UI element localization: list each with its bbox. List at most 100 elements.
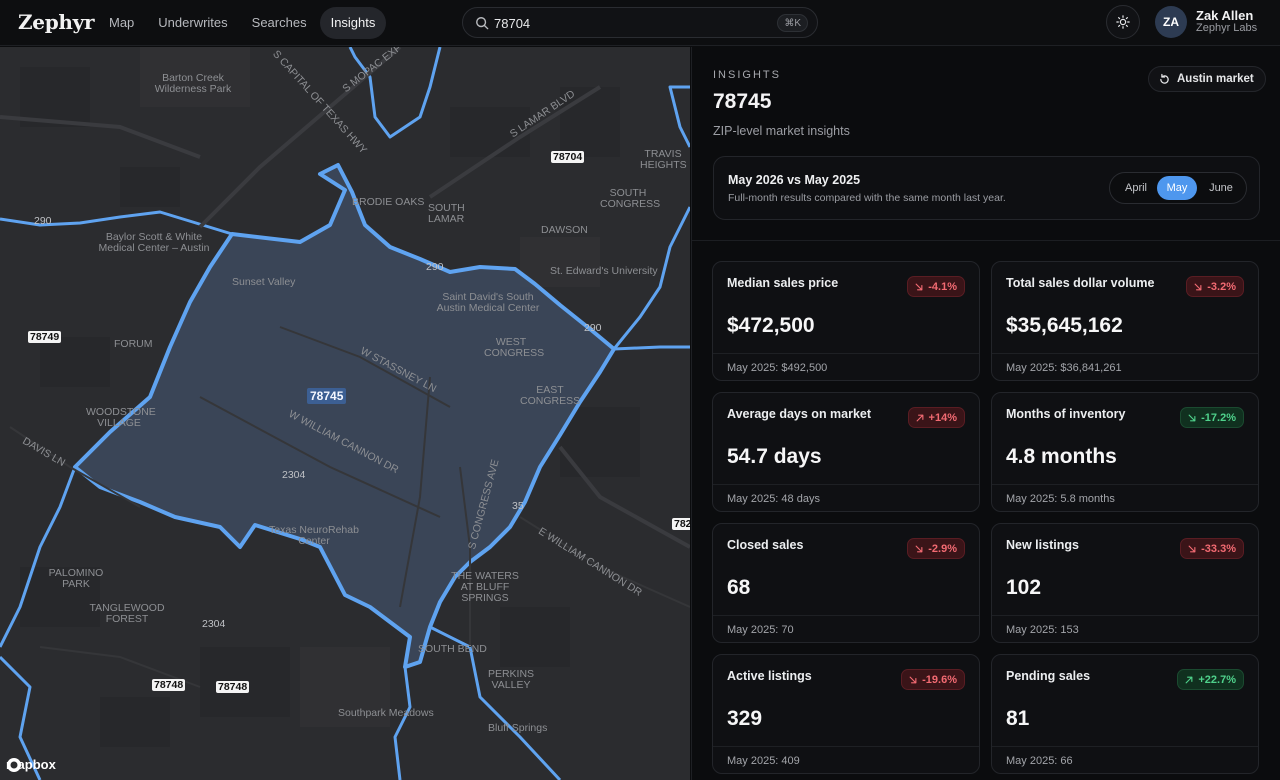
metric-card-new-listings[interactable]: New listings -33.3% 102 May 2025: 153 <box>991 523 1259 643</box>
metric-label: Closed sales <box>727 538 804 552</box>
metric-label: Active listings <box>727 669 812 683</box>
top-bar: Zephyr Map Underwrites Searches Insights… <box>0 0 1280 46</box>
change-badge: -17.2% <box>1180 407 1244 428</box>
metric-label: Pending sales <box>1006 669 1091 683</box>
arrow-up-right-icon <box>1185 676 1193 683</box>
metric-footer: May 2025: 409 <box>713 746 979 773</box>
month-april[interactable]: April <box>1124 182 1147 194</box>
map-place-label: THE WATERS AT BLUFF SPRINGS <box>451 570 519 604</box>
nav-underwrites[interactable]: Underwrites <box>158 15 228 30</box>
month-june[interactable]: June <box>1209 182 1233 194</box>
zip-label[interactable]: 78748 <box>216 681 250 693</box>
map-place-label: Baylor Scott & White Medical Center – Au… <box>98 231 210 254</box>
change-value: -2.9% <box>928 542 957 555</box>
metric-footer: May 2025: 66 <box>992 746 1258 773</box>
prior-period-value: May 2025: $36,841,261 <box>1006 362 1122 374</box>
metric-footer: May 2025: 153 <box>992 615 1258 642</box>
metric-value: 54.7 days <box>727 445 822 468</box>
metric-value: 329 <box>727 707 763 730</box>
mapbox-icon <box>7 758 21 772</box>
metric-card-active-listings[interactable]: Active listings -19.6% 329 May 2025: 409 <box>712 654 980 774</box>
search-icon <box>476 17 489 30</box>
comparison-description: Full-month results compared with the sam… <box>728 192 1006 204</box>
metric-value: 68 <box>727 576 751 599</box>
change-badge: +14% <box>907 407 965 428</box>
map-place-label: EAST CONGRESS <box>520 384 581 407</box>
theme-toggle-button[interactable] <box>1106 5 1140 39</box>
zip-label[interactable]: 78704 <box>551 151 585 163</box>
main-nav: Map Underwrites Searches Insights <box>98 7 387 39</box>
metric-value: 4.8 months <box>1006 445 1117 468</box>
metric-card-closed-sales[interactable]: Closed sales -2.9% 68 May 2025: 70 <box>712 523 980 643</box>
map-view[interactable]: 78745 78704 78749 78748 78748 782 Barton… <box>0 47 690 780</box>
metric-label: Median sales price <box>727 276 839 290</box>
map-place-label: Barton Creek Wilderness Park <box>154 72 232 95</box>
nav-map[interactable]: Map <box>109 15 135 30</box>
arrow-down-right-icon <box>1194 283 1202 290</box>
map-place-label: DAWSON <box>541 224 588 236</box>
metric-card-avg-days-on-market[interactable]: Average days on market +14% 54.7 days May 2… <box>712 392 980 512</box>
map-place-label: Saint David's South Austin Medical Cente… <box>436 291 540 314</box>
search-box[interactable]: ⌘K <box>462 7 818 38</box>
austin-market-label: Austin market <box>1177 73 1254 85</box>
metric-value: $35,645,162 <box>1006 314 1123 337</box>
search-input[interactable] <box>494 14 724 32</box>
metric-label: Average days on market <box>727 407 872 421</box>
highway-shield-label: 290 <box>34 215 52 227</box>
change-value: +22.7% <box>1198 673 1236 686</box>
arrow-down-right-icon <box>1188 414 1196 421</box>
metric-card-pending-sales[interactable]: Pending sales +22.7% 81 May 2025: 66 <box>991 654 1259 774</box>
metric-card-median-sales-price[interactable]: Median sales price -4.1% $472,500 May 2025:… <box>712 261 980 381</box>
zip-label[interactable]: 78748 <box>152 679 186 691</box>
change-badge: -4.1% <box>907 276 965 297</box>
month-may[interactable]: May <box>1157 176 1197 200</box>
nav-insights[interactable]: Insights <box>319 7 387 39</box>
mapbox-attribution[interactable]: mapbox <box>6 757 56 772</box>
metric-card-total-sales-volume[interactable]: Total sales dollar volume -3.2% $35,645,16… <box>991 261 1259 381</box>
map-place-label: PERKINS VALLEY <box>487 668 535 691</box>
change-badge: -3.2% <box>1186 276 1244 297</box>
map-place-label: Bluff Springs <box>488 722 548 734</box>
prior-period-value: May 2025: 66 <box>1006 755 1073 767</box>
austin-market-button[interactable]: Austin market <box>1148 66 1266 92</box>
reset-icon <box>1160 73 1169 84</box>
map-place-label: BRODIE OAKS <box>352 196 425 208</box>
map-place-label: Texas NeuroRehab Center <box>269 524 359 547</box>
change-value: -3.2% <box>1207 280 1236 293</box>
panel-eyebrow: INSIGHTS <box>713 69 781 81</box>
change-badge: -2.9% <box>907 538 965 559</box>
metric-footer: May 2025: $36,841,261 <box>992 353 1258 380</box>
change-badge: -19.6% <box>901 669 965 690</box>
map-place-label: TANGLEWOOD FOREST <box>89 602 165 625</box>
arrow-down-right-icon <box>909 676 917 683</box>
nav-searches[interactable]: Searches <box>251 15 307 30</box>
map-place-label: FORUM <box>114 338 153 350</box>
map-place-label: SOUTH LAMAR <box>428 202 465 225</box>
search-shortcut-hint: ⌘K <box>777 14 808 32</box>
prior-period-value: May 2025: 5.8 months <box>1006 493 1115 505</box>
user-name: Zak Allen <box>1196 8 1254 23</box>
zip-label[interactable]: 782 <box>672 518 690 530</box>
brand-logo[interactable]: Zephyr <box>18 10 95 34</box>
user-org: Zephyr Labs <box>1196 22 1258 34</box>
user-menu[interactable]: ZA Zak Allen Zephyr Labs <box>1155 6 1257 38</box>
map-canvas <box>0 47 690 780</box>
prior-period-value: May 2025: 409 <box>727 755 800 767</box>
metric-value: 81 <box>1006 707 1030 730</box>
map-place-label: Southpark Meadows <box>338 707 434 719</box>
metric-value: $472,500 <box>727 314 815 337</box>
metric-card-months-of-inventory[interactable]: Months of inventory -17.2% 4.8 months May 2… <box>991 392 1259 512</box>
map-place-label: SOUTH CONGRESS <box>600 187 661 210</box>
highway-shield-label: 2304 <box>202 618 226 630</box>
comparison-title: May 2026 vs May 2025 <box>728 173 861 187</box>
avatar: ZA <box>1155 6 1187 38</box>
metric-label: New listings <box>1006 538 1079 552</box>
month-selector: April May June <box>1109 172 1247 204</box>
zip-label[interactable]: 78749 <box>28 331 62 343</box>
change-value: +14% <box>928 411 957 424</box>
change-badge: -33.3% <box>1180 538 1244 559</box>
insights-panel: INSIGHTS 78745 ZIP-level market insights… <box>691 47 1280 780</box>
selected-zip-label[interactable]: 78745 <box>307 388 347 404</box>
map-place-label: WEST CONGRESS <box>484 336 545 359</box>
change-value: -19.6% <box>922 673 957 686</box>
